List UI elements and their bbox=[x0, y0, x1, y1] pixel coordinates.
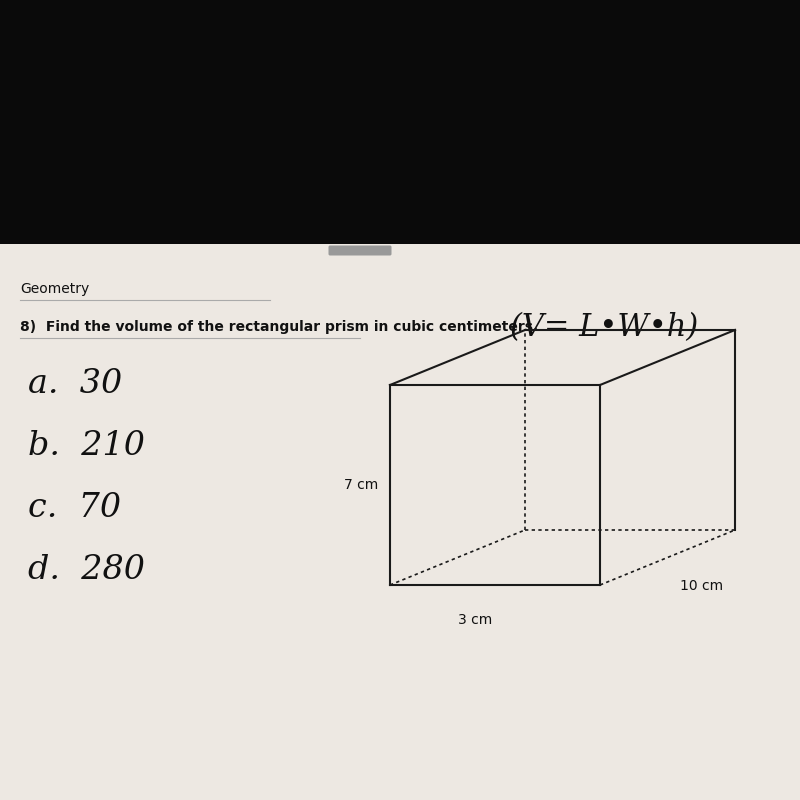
Text: Geometry: Geometry bbox=[20, 282, 90, 296]
Text: (V= L•W•h): (V= L•W•h) bbox=[510, 312, 698, 343]
Text: 10 cm: 10 cm bbox=[679, 579, 722, 594]
Text: a.  30: a. 30 bbox=[28, 368, 122, 400]
Text: d.  280: d. 280 bbox=[28, 554, 145, 586]
Text: 7 cm: 7 cm bbox=[344, 478, 378, 492]
Text: c.  70: c. 70 bbox=[28, 492, 121, 524]
Bar bbox=[0, 244, 800, 800]
Text: 3 cm: 3 cm bbox=[458, 613, 492, 627]
Text: 8)  Find the volume of the rectangular prism in cubic centimeters.: 8) Find the volume of the rectangular pr… bbox=[20, 320, 538, 334]
Text: b.  210: b. 210 bbox=[28, 430, 145, 462]
FancyBboxPatch shape bbox=[329, 246, 391, 255]
